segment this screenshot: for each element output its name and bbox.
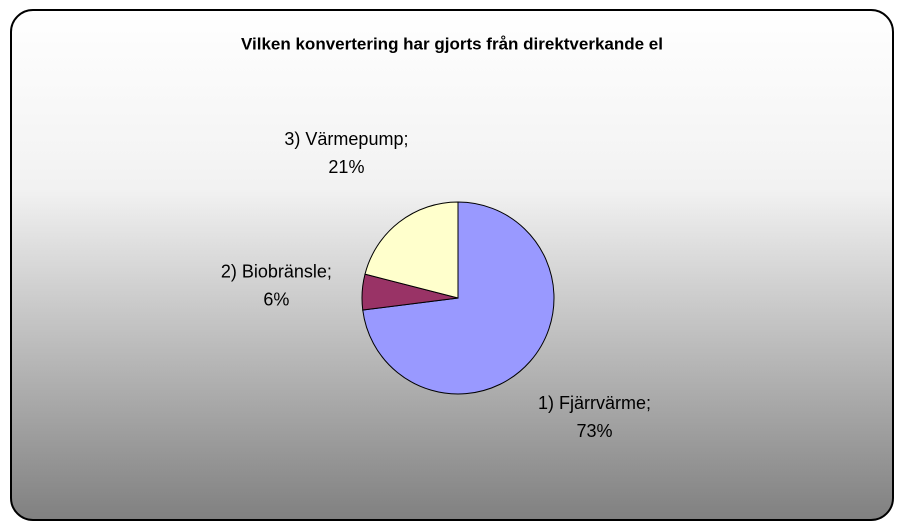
chart-title: Vilken konvertering har gjorts från dire… <box>241 34 663 53</box>
slice-category-label: 2) Biobränsle; <box>221 261 332 281</box>
slice-value-label: 6% <box>263 289 289 309</box>
slice-value-label: 73% <box>577 421 613 441</box>
pie-slice <box>364 201 459 299</box>
slice-category-label: 1) Fjärrvärme; <box>538 393 651 413</box>
slice-value-label: 21% <box>328 157 364 177</box>
slice-category-label: 3) Värmepump; <box>284 129 408 149</box>
